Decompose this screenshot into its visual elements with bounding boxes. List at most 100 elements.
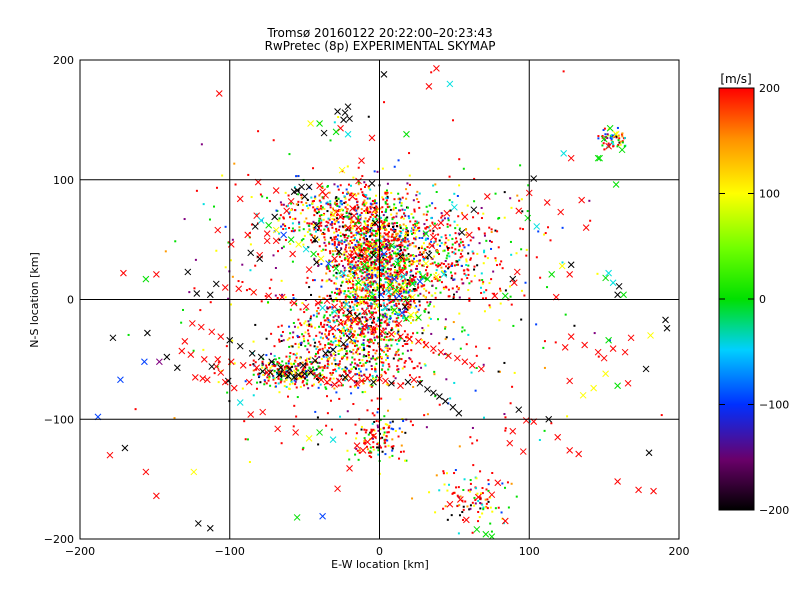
cross-marker	[344, 315, 352, 323]
dot-marker	[384, 346, 387, 349]
cross-stroke	[295, 371, 302, 379]
dot-marker	[380, 397, 383, 400]
cross-marker	[624, 379, 632, 387]
dot-marker	[258, 372, 261, 375]
dot-marker	[403, 245, 406, 248]
dot-marker	[377, 239, 380, 242]
dot-marker	[318, 325, 321, 328]
dot-marker	[387, 267, 390, 270]
dot-marker	[277, 370, 280, 373]
dot-marker	[400, 216, 403, 219]
dot-marker	[452, 338, 455, 341]
dot-marker	[314, 355, 317, 358]
dot-marker	[433, 222, 436, 225]
cross-marker	[358, 377, 365, 385]
dot-marker	[352, 288, 355, 291]
cross-marker	[184, 268, 192, 276]
dot-marker	[490, 278, 493, 281]
dot-marker	[429, 224, 432, 227]
dot-marker	[376, 426, 379, 429]
dot-marker	[252, 394, 255, 397]
dot-marker	[380, 349, 383, 352]
cross-stroke	[355, 217, 362, 224]
dot-marker	[398, 266, 401, 269]
dot-marker	[380, 249, 383, 252]
dot-marker	[420, 366, 423, 369]
cross-stroke	[400, 273, 407, 281]
dot-marker	[429, 229, 432, 232]
cross-marker	[319, 512, 326, 520]
dot-marker	[319, 321, 322, 324]
dot-marker	[377, 316, 380, 319]
dot-marker	[368, 455, 371, 458]
colorbar-tick-label: 0	[759, 293, 766, 306]
dot-marker	[346, 236, 349, 239]
dot-marker	[356, 363, 359, 366]
cross-marker	[422, 341, 430, 349]
dot-marker	[373, 224, 376, 227]
cross-marker	[347, 375, 355, 382]
dot-marker	[327, 266, 330, 269]
dot-marker	[392, 228, 395, 231]
dot-marker	[487, 500, 490, 503]
dot-marker	[355, 293, 358, 296]
cross-stroke	[253, 364, 261, 372]
dot-marker	[421, 264, 424, 267]
dot-marker	[371, 229, 374, 232]
dot-marker	[217, 361, 220, 364]
dot-marker	[489, 496, 492, 499]
cross-stroke	[415, 338, 422, 345]
dot-marker	[510, 253, 513, 256]
dot-marker	[367, 338, 370, 341]
dot-marker	[426, 237, 429, 240]
dot-marker	[355, 253, 358, 256]
dot-marker	[371, 213, 374, 216]
dot-marker	[476, 252, 479, 255]
cross-stroke	[430, 389, 437, 397]
dot-marker	[344, 314, 347, 317]
cross-stroke	[293, 187, 301, 194]
dot-marker	[302, 376, 305, 379]
cross-marker	[215, 90, 223, 97]
cross-marker	[370, 326, 377, 333]
dot-marker	[392, 309, 395, 312]
dot-marker	[340, 259, 343, 262]
dot-marker	[405, 258, 408, 261]
dot-marker	[319, 348, 322, 351]
dot-marker	[374, 370, 377, 373]
dot-marker	[328, 191, 331, 194]
dot-marker	[544, 232, 547, 235]
dot-marker	[368, 247, 371, 250]
cross-marker	[446, 500, 454, 508]
dot-marker	[260, 300, 263, 303]
dot-marker	[485, 488, 488, 491]
dot-marker	[311, 384, 314, 387]
dot-marker	[231, 238, 234, 241]
dot-marker	[420, 285, 423, 288]
dot-marker	[384, 314, 387, 317]
cross-marker	[153, 492, 160, 500]
dot-marker	[377, 293, 380, 296]
cross-marker	[335, 377, 343, 385]
dot-marker	[371, 203, 374, 206]
dot-marker	[614, 133, 617, 136]
cross-marker	[181, 338, 189, 345]
dot-marker	[367, 240, 370, 243]
dot-marker	[339, 330, 342, 333]
cross-stroke	[340, 269, 347, 277]
dot-marker	[426, 272, 429, 275]
dot-marker	[286, 365, 289, 368]
dot-marker	[435, 191, 438, 194]
dot-marker	[619, 143, 622, 146]
dot-marker	[215, 249, 218, 252]
dot-marker	[308, 222, 311, 225]
dot-marker	[400, 275, 403, 278]
dot-marker	[298, 222, 301, 225]
dot-marker	[376, 424, 379, 427]
dot-marker	[375, 218, 378, 221]
dot-marker	[350, 322, 353, 325]
dot-marker	[469, 257, 472, 260]
dot-marker	[422, 252, 425, 255]
dot-marker	[358, 374, 361, 377]
cross-stroke	[322, 191, 329, 199]
